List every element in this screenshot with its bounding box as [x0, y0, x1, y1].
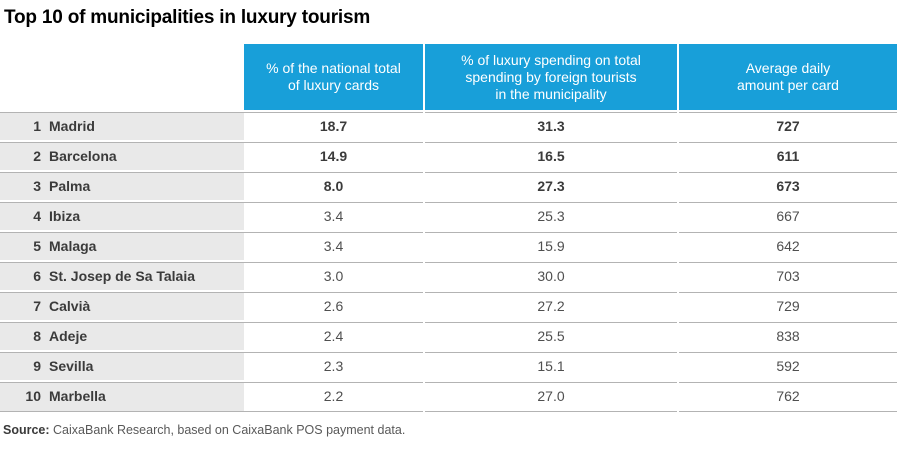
spending-value: 15.9 — [423, 230, 678, 261]
luxury-tourism-table: % of the national total of luxury cards … — [0, 44, 897, 412]
table-row: 4 Ibiza 3.4 25.3 667 — [0, 200, 897, 231]
cards-value: 2.6 — [244, 290, 424, 321]
municipality-name: Madrid — [49, 118, 95, 134]
avg-daily-value: 667 — [677, 200, 897, 231]
spending-value: 27.3 — [423, 170, 678, 201]
municipality-cell: 1 Madrid — [0, 110, 244, 141]
table-row: 8 Adeje 2.4 25.5 838 — [0, 320, 897, 351]
table-row: 10 Marbella 2.2 27.0 762 — [0, 380, 897, 412]
avg-daily-value: 703 — [677, 260, 897, 291]
rank: 6 — [33, 268, 41, 284]
spending-value: 27.2 — [423, 290, 678, 321]
municipality-name: Palma — [49, 178, 91, 194]
source-note: Source: CaixaBank Research, based on Cai… — [3, 423, 900, 437]
municipality-name: Sevilla — [49, 358, 94, 374]
spending-value: 30.0 — [423, 260, 678, 291]
avg-daily-value: 729 — [677, 290, 897, 321]
municipality-name: St. Josep de Sa Talaia — [49, 268, 196, 284]
municipality-cell: 3 Palma — [0, 170, 244, 201]
page-title: Top 10 of municipalities in luxury touri… — [4, 7, 371, 28]
avg-daily-value: 838 — [677, 320, 897, 351]
municipality-cell: 6 St. Josep de Sa Talaia — [0, 260, 244, 291]
header-municipality-empty — [0, 44, 244, 111]
municipality-name: Barcelona — [49, 148, 117, 164]
cards-value: 3.0 — [244, 260, 424, 291]
spending-value: 25.5 — [423, 320, 678, 351]
cards-value: 3.4 — [244, 200, 424, 231]
cards-value: 14.9 — [244, 140, 424, 171]
source-text: CaixaBank Research, based on CaixaBank P… — [49, 422, 406, 437]
avg-daily-value: 592 — [677, 350, 897, 381]
rank: 8 — [33, 328, 41, 344]
rank: 1 — [33, 118, 41, 134]
municipality-name: Marbella — [49, 388, 106, 405]
table-row: 9 Sevilla 2.3 15.1 592 — [0, 350, 897, 381]
header-average-daily: Average daily amount per card — [677, 44, 897, 111]
municipality-cell: 2 Barcelona — [0, 140, 244, 171]
spending-value: 16.5 — [423, 140, 678, 171]
table-row: 6 St. Josep de Sa Talaia 3.0 30.0 703 — [0, 260, 897, 291]
avg-daily-value: 762 — [677, 380, 897, 412]
table-row: 3 Palma 8.0 27.3 673 — [0, 170, 897, 201]
header-luxury-spending: % of luxury spending on total spending b… — [423, 44, 678, 111]
municipality-cell: 4 Ibiza — [0, 200, 244, 231]
table-row: 1 Madrid 18.7 31.3 727 — [0, 110, 897, 141]
figure-luxury-tourism-table: Top 10 of municipalities in luxury touri… — [0, 7, 900, 474]
spending-value: 31.3 — [423, 110, 678, 141]
cards-value: 2.2 — [244, 380, 424, 412]
spending-value: 15.1 — [423, 350, 678, 381]
municipality-cell: 7 Calvià — [0, 290, 244, 321]
municipality-name: Adeje — [49, 328, 88, 344]
municipality-cell: 5 Malaga — [0, 230, 244, 261]
table-row: 7 Calvià 2.6 27.2 729 — [0, 290, 897, 321]
rank: 5 — [33, 238, 41, 254]
cards-value: 18.7 — [244, 110, 424, 141]
cards-value: 3.4 — [244, 230, 424, 261]
table-row: 5 Malaga 3.4 15.9 642 — [0, 230, 897, 261]
avg-daily-value: 673 — [677, 170, 897, 201]
municipality-cell: 10 Marbella — [0, 380, 244, 412]
source-label: Source: — [3, 422, 50, 437]
header-row: % of the national total of luxury cards … — [0, 44, 897, 111]
municipality-name: Calvià — [49, 298, 91, 314]
avg-daily-value: 611 — [677, 140, 897, 171]
table-row: 2 Barcelona 14.9 16.5 611 — [0, 140, 897, 171]
municipality-name: Malaga — [49, 238, 97, 254]
municipality-cell: 9 Sevilla — [0, 350, 244, 381]
avg-daily-value: 727 — [677, 110, 897, 141]
avg-daily-value: 642 — [677, 230, 897, 261]
rank: 4 — [33, 208, 41, 224]
rank: 7 — [33, 298, 41, 314]
cards-value: 2.4 — [244, 320, 424, 351]
cards-value: 2.3 — [244, 350, 424, 381]
header-luxury-cards: % of the national total of luxury cards — [244, 44, 424, 111]
municipality-cell: 8 Adeje — [0, 320, 244, 351]
rank: 2 — [33, 148, 41, 164]
rank: 9 — [33, 358, 41, 374]
cards-value: 8.0 — [244, 170, 424, 201]
rank: 10 — [25, 388, 41, 405]
spending-value: 27.0 — [423, 380, 678, 412]
rank: 3 — [33, 178, 41, 194]
spending-value: 25.3 — [423, 200, 678, 231]
municipality-name: Ibiza — [49, 208, 81, 224]
